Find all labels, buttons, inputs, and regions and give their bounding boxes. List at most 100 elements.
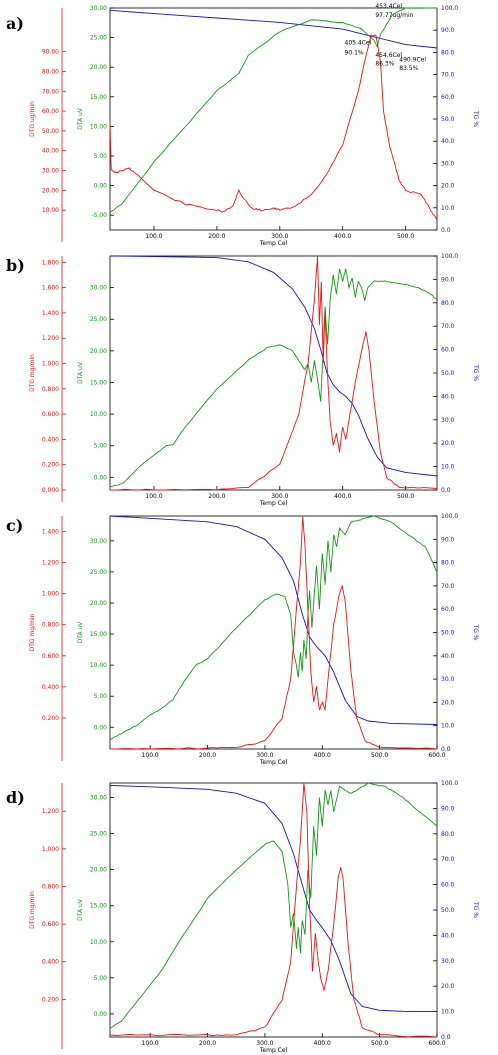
tg-tick-label: 60.0: [441, 94, 455, 101]
series-group: [109, 255, 438, 491]
tg-axis-title: TG %: [472, 110, 479, 127]
tg-axis-title: TG %: [472, 901, 479, 918]
tg-tick-label: 90.0: [441, 27, 455, 34]
panel-d: d) 0.200 0.400 0.600 0.800 1.000 1.200 DTG mg/…: [0, 770, 498, 1055]
dtg-axis-title: DTG ug/min: [29, 101, 36, 137]
tg-tick-label: 50.0: [441, 370, 455, 377]
x-tick-label: 400.0: [334, 233, 351, 240]
dta-tick-label: 15.00: [90, 379, 107, 386]
thermal-chart: 0.200 0.400 0.600 0.800 1.000 1.200 1.400 DTG m…: [29, 513, 479, 766]
x-axis-title: Temp Cel: [259, 759, 288, 766]
panel-a: a) 10.00 20.00 30.00 40.00 50.00 60.00 70.00 80…: [0, 0, 498, 250]
tg-axis-title: TG %: [472, 624, 479, 641]
dta-tick-label: 5.00: [94, 693, 108, 700]
x-tick-label: 100.0: [145, 493, 162, 500]
x-tick-label: 200.0: [208, 493, 225, 500]
tg-tick-label: 90.0: [441, 276, 455, 283]
thermal-chart: 0.000 0.200 0.400 0.600 0.800 1.000 1.200 1.400…: [29, 253, 479, 507]
tg-tick-label: 40.0: [441, 653, 455, 660]
x-tick-label: 100.0: [142, 1040, 159, 1047]
dtg-tick-label: 0.800: [42, 622, 59, 629]
tg-tick-label: 20.0: [441, 983, 455, 990]
thermal-chart: 0.200 0.400 0.600 0.800 1.000 1.200 DTG mg/min…: [29, 780, 479, 1054]
tg-tick-label: 30.0: [441, 958, 455, 965]
dta-tick-label: 25.00: [90, 831, 107, 838]
tg-tick-label: 80.0: [441, 49, 455, 56]
x-tick-label: 500.0: [371, 1040, 388, 1047]
dtg-tick-label: 1.400: [42, 529, 59, 536]
x-tick-label: 400.0: [334, 493, 351, 500]
dta-tick-label: 0.00: [94, 1011, 108, 1018]
tg-tick-label: 10.0: [441, 1009, 455, 1016]
tg-tick-label: 20.0: [441, 699, 455, 706]
panel-label: b): [6, 256, 25, 275]
dtg-curve: [109, 783, 438, 1038]
dtg-tick-label: 1.800: [42, 259, 59, 266]
x-tick-label: 400.0: [314, 752, 331, 759]
dta-tick-label: 30.00: [90, 794, 107, 801]
dtg-tick-label: 0.400: [42, 959, 59, 966]
dta-tick-label: 5.00: [94, 443, 108, 450]
x-tick-label: 300.0: [256, 752, 273, 759]
tg-tick-label: 100.0: [441, 5, 458, 12]
tg-tick-label: 50.0: [441, 116, 455, 123]
dtg-tick-label: 70.00: [42, 88, 59, 95]
dta-tick-label: 30.00: [90, 538, 107, 545]
tg-tick-label: 70.0: [441, 856, 455, 863]
dta-tick-label: 25.00: [90, 316, 107, 323]
x-tick-label: 500.0: [397, 493, 414, 500]
series-group: [109, 782, 438, 1038]
x-tick-label: 200.0: [199, 752, 216, 759]
tg-tick-label: 30.0: [441, 417, 455, 424]
series-group: [109, 7, 438, 221]
tg-tick-label: 30.0: [441, 676, 455, 683]
tg-curve: [109, 255, 438, 477]
tg-tick-label: 70.0: [441, 323, 455, 330]
tg-tick-label: 100.0: [441, 253, 458, 260]
dta-axis-title: DTA uV: [77, 107, 84, 130]
tg-tick-label: 30.0: [441, 160, 455, 167]
dta-tick-label: 20.00: [90, 64, 107, 71]
tg-tick-label: 20.0: [441, 440, 455, 447]
dta-tick-label: 20.00: [90, 348, 107, 355]
tg-tick-label: 10.0: [441, 723, 455, 730]
dta-tick-label: 15.00: [90, 903, 107, 910]
dta-tick-label: 30.00: [90, 285, 107, 292]
curve-annotation: 97.77ug/min: [375, 12, 413, 19]
dta-tick-label: 25.00: [90, 35, 107, 42]
x-axis-title: Temp Cel: [259, 500, 288, 507]
dta-tick-label: 5.00: [94, 975, 108, 982]
tg-tick-label: 10.0: [441, 464, 455, 471]
dtg-tick-label: 80.00: [42, 68, 59, 75]
curve-annotation: 453.4Cel: [375, 3, 402, 10]
dtg-tick-label: 0.400: [42, 436, 59, 443]
tg-tick-label: 90.0: [441, 536, 455, 543]
dtg-axis-title: DTG mg/min: [29, 891, 36, 929]
dtg-tick-label: 0.800: [42, 386, 59, 393]
x-tick-label: 100.0: [142, 752, 159, 759]
dtg-tick-label: 0.000: [42, 487, 59, 494]
dtg-tick-label: 1.600: [42, 285, 59, 292]
tg-tick-label: 80.0: [441, 300, 455, 307]
curve-annotation: 83.5%: [399, 65, 418, 72]
dta-curve: [109, 515, 438, 741]
dta-axis-title: DTA uV: [77, 361, 84, 384]
x-tick-label: 600.0: [428, 1040, 445, 1047]
dtg-tick-label: 50.00: [42, 128, 59, 135]
x-tick-label: 200.0: [199, 1040, 216, 1047]
dtg-tick-label: 30.00: [42, 168, 59, 175]
tg-tick-label: 10.0: [441, 205, 455, 212]
dtg-tick-label: 60.00: [42, 108, 59, 115]
tg-axis-title: TG %: [472, 364, 479, 381]
dtg-curve: [109, 34, 438, 221]
x-tick-label: 200.0: [208, 233, 225, 240]
dtg-tick-label: 0.200: [42, 715, 59, 722]
tg-curve: [109, 515, 438, 725]
tg-tick-label: 100.0: [441, 513, 458, 520]
dtg-tick-label: 0.400: [42, 684, 59, 691]
dtg-curve: [110, 255, 438, 491]
dtg-tick-label: 1.200: [42, 560, 59, 567]
dtg-tick-label: 1.000: [42, 591, 59, 598]
dtg-tick-label: 10.00: [42, 207, 59, 214]
dta-tick-label: 30.00: [90, 5, 107, 12]
